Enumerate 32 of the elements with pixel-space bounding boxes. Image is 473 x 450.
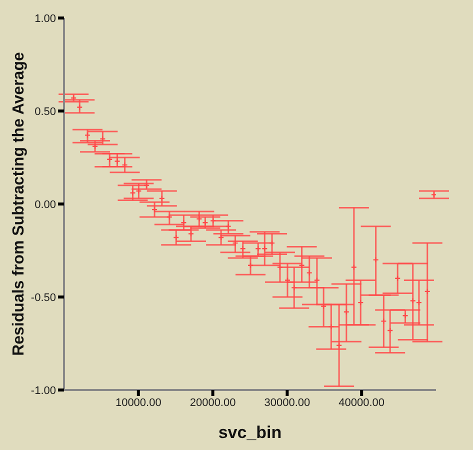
point <box>358 299 364 306</box>
y-tick-label: 1.00 <box>34 12 56 25</box>
point <box>255 246 262 252</box>
y-tick-label: 0.50 <box>34 106 56 118</box>
point <box>306 270 312 276</box>
point <box>336 342 342 348</box>
x-tick-label: 20000.00 <box>190 396 236 409</box>
point <box>188 230 194 237</box>
y-tick-label: -0.50 <box>30 292 56 304</box>
point <box>410 298 416 304</box>
point <box>343 308 350 315</box>
x-tick-label: 10000.00 <box>115 396 162 409</box>
point <box>130 190 136 196</box>
point <box>386 327 394 334</box>
x-axis-title: svc_bin <box>218 423 282 442</box>
y-tick-label: -1.00 <box>30 384 56 397</box>
point <box>158 195 166 202</box>
point <box>328 324 334 330</box>
point <box>372 256 379 263</box>
x-tick-label: 40000.00 <box>338 396 385 409</box>
y-axis-title: Residuals from Subtracting the Average <box>10 52 28 356</box>
y-tick-label: 0.00 <box>34 198 56 211</box>
point <box>240 246 246 252</box>
x-tick-label: 30000.00 <box>264 396 310 409</box>
point <box>424 288 430 295</box>
point <box>380 318 387 324</box>
point <box>106 156 113 162</box>
point <box>416 299 422 306</box>
point <box>402 312 408 319</box>
point <box>350 264 358 270</box>
point <box>84 132 91 138</box>
point <box>394 275 401 282</box>
